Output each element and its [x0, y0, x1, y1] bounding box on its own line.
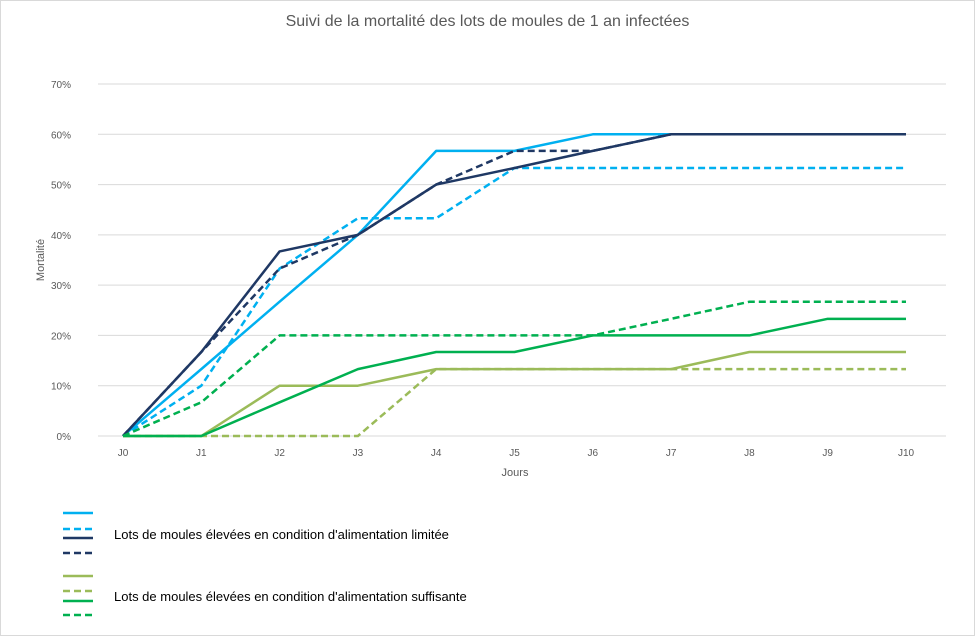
y-tick-label: 10% — [51, 382, 71, 393]
x-tick-label: J8 — [744, 448, 755, 459]
y-tick-label: 30% — [51, 281, 71, 292]
series-line-5 — [123, 367, 906, 438]
series-line-3 — [122, 133, 906, 437]
x-tick-label: J6 — [588, 448, 599, 459]
x-tick-label: J7 — [666, 448, 677, 459]
series-line-2 — [122, 133, 906, 437]
series-line-7 — [122, 300, 906, 438]
x-tick-label: J10 — [898, 448, 915, 459]
y-tick-label: 50% — [51, 181, 71, 192]
series-line-6 — [123, 317, 906, 438]
x-tick-label: J2 — [274, 448, 285, 459]
y-tick-label: 40% — [51, 231, 71, 242]
chart-title: Suivi de la mortalité des lots de moules… — [285, 13, 690, 30]
legend-label-sufficient: Lots de moules élevées en condition d'al… — [114, 589, 467, 604]
legend-label-limited: Lots de moules élevées en condition d'al… — [114, 527, 449, 542]
y-tick-label: 0% — [57, 432, 72, 443]
x-tick-label: J1 — [196, 448, 207, 459]
x-tick-label: J5 — [509, 448, 520, 459]
x-tick-label: J9 — [822, 448, 833, 459]
y-tick-label: 60% — [51, 130, 71, 141]
y-tick-label: 70% — [51, 80, 71, 91]
x-tick-label: J4 — [431, 448, 442, 459]
y-tick-label: 20% — [51, 331, 71, 342]
series-line-4 — [123, 350, 906, 438]
y-axis-label: Mortalité — [35, 239, 47, 281]
x-tick-label: J0 — [118, 448, 129, 459]
x-tick-label: J3 — [353, 448, 364, 459]
x-axis-label: Jours — [502, 467, 529, 479]
